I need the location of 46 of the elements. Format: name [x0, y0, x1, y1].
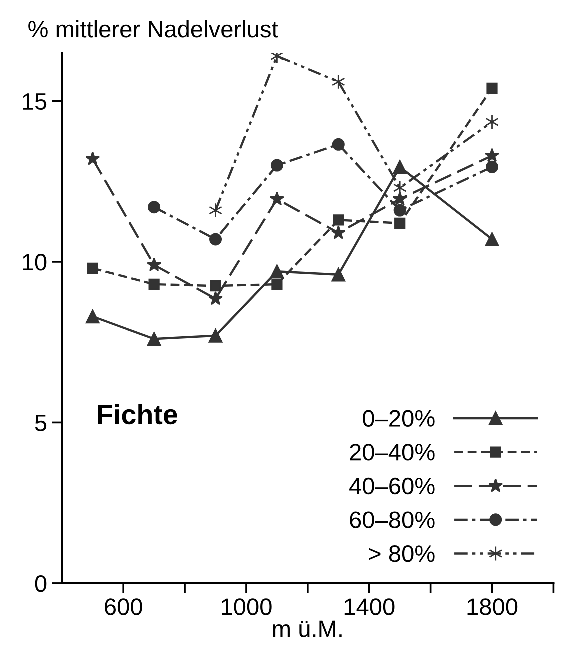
point — [208, 291, 224, 306]
annotation: Fichte — [98, 404, 178, 425]
point — [270, 192, 284, 206]
y-tick-label: 10 — [23, 254, 47, 271]
point — [486, 82, 498, 94]
point — [393, 160, 408, 174]
point — [210, 233, 222, 246]
point — [486, 114, 499, 130]
point — [332, 74, 346, 90]
point — [148, 278, 160, 290]
x-tick-label: 1400 — [344, 598, 395, 616]
point — [86, 310, 100, 324]
legend-label: 0–20% — [363, 410, 435, 427]
legend-label: > 80% — [369, 546, 435, 562]
point — [86, 151, 100, 166]
legend-label: 60–80% — [350, 512, 435, 528]
x-tick-label: 1800 — [468, 598, 518, 616]
point — [484, 148, 500, 162]
x-tick-label: 1000 — [222, 598, 272, 616]
point — [208, 328, 223, 343]
point — [333, 214, 344, 226]
point — [209, 202, 222, 218]
y-tick-label: 5 — [35, 415, 47, 432]
legend-label: 20–40% — [350, 444, 435, 461]
point — [87, 262, 98, 274]
point — [394, 218, 406, 229]
point — [147, 332, 162, 346]
point — [270, 264, 284, 279]
point — [392, 192, 408, 206]
point — [332, 268, 346, 282]
point — [332, 138, 345, 151]
point — [210, 280, 222, 292]
point — [270, 159, 284, 172]
point — [148, 201, 161, 214]
y-axis-title: % mittlerer Nadelverlust — [28, 20, 278, 38]
point — [485, 232, 500, 246]
legend-label: 40–60% — [350, 478, 435, 495]
point — [486, 160, 499, 174]
x-axis-title: m ü.M. — [273, 620, 342, 638]
point — [331, 225, 346, 240]
x-tick-label: 600 — [105, 598, 142, 616]
point — [272, 278, 283, 290]
point — [147, 258, 162, 272]
y-tick-label: 15 — [23, 94, 47, 110]
y-tick-label: 0 — [35, 576, 47, 592]
point — [394, 204, 406, 217]
